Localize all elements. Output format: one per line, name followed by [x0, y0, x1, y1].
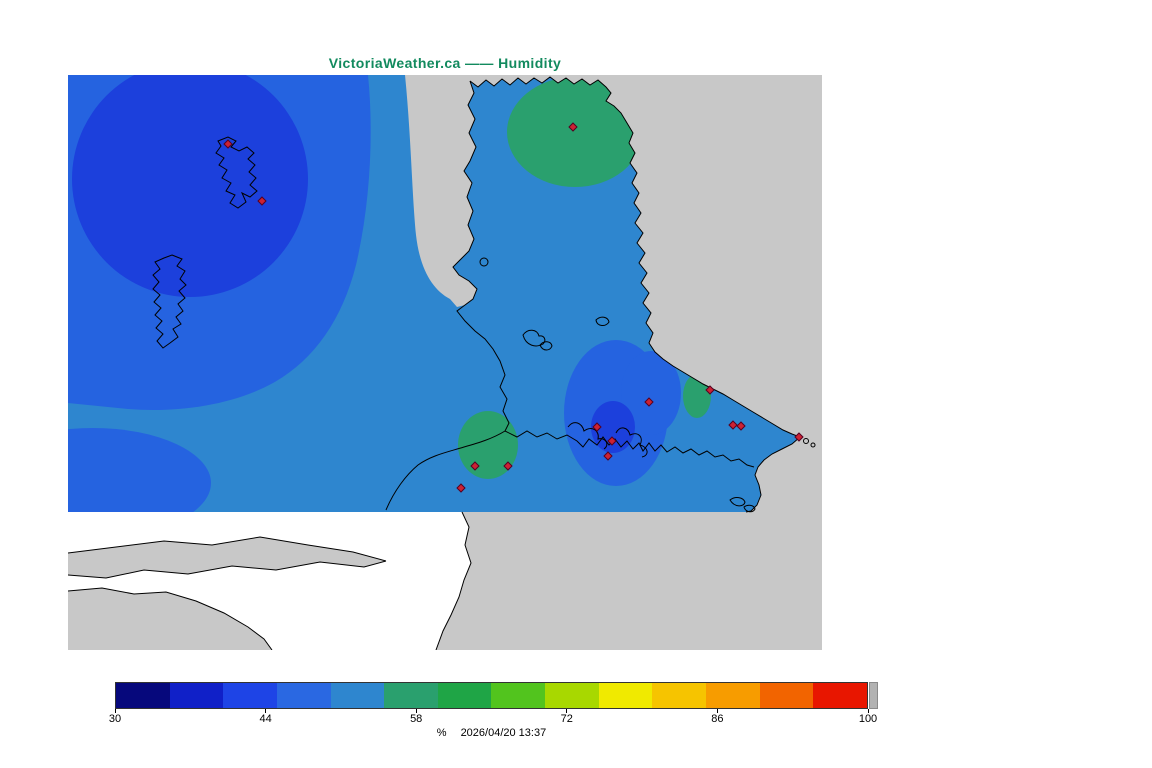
- colorbar-segment: [384, 683, 438, 708]
- island-mid-2: [539, 341, 553, 351]
- colorbar-segment: [652, 683, 707, 708]
- colorbar-tick-label: 58: [410, 713, 423, 725]
- contour-dark-blob-core: [591, 401, 635, 453]
- coastline-west: [452, 80, 755, 468]
- island-mid-1: [522, 329, 546, 347]
- island-southeast-2: [743, 504, 756, 513]
- contour-green-south: [458, 411, 518, 479]
- contour-dark-blob-2: [621, 351, 681, 435]
- island-northwest-1: [215, 136, 258, 209]
- colorbar-segment: [276, 683, 331, 708]
- coastline-east: [469, 76, 801, 513]
- island-northwest-2: [152, 254, 187, 349]
- island-east-tip-1: [803, 438, 809, 444]
- humidity-contours: [68, 75, 711, 512]
- station-marker: [456, 483, 466, 493]
- colorbar-segment: [491, 683, 546, 708]
- station-marker: [257, 196, 267, 206]
- station-marker: [592, 422, 602, 432]
- page-title: VictoriaWeather.ca —— Humidity: [328, 55, 562, 71]
- colorbar-end-cap: [869, 682, 878, 709]
- colorbar-segment: [169, 683, 224, 708]
- colorbar-tick: [566, 709, 568, 713]
- colorbar-tick-label: 86: [711, 713, 724, 725]
- coastline-harbour-1: [567, 422, 608, 450]
- colorbar-segment: [330, 683, 385, 708]
- station-marker: [644, 397, 654, 407]
- colorbar-segment: [813, 683, 867, 708]
- colorbar-tick: [265, 709, 267, 713]
- coastline-strait-south: [67, 560, 387, 579]
- station-marker: [223, 139, 233, 149]
- colorbar-tick: [716, 709, 718, 713]
- colorbar-segment: [223, 683, 277, 708]
- island-east-tip-2: [810, 442, 816, 448]
- contour-royal-southwest: [68, 428, 211, 512]
- colorbar-segment: [545, 683, 599, 708]
- colorbar-segment: [706, 683, 760, 708]
- coastline-harbour-2: [615, 427, 648, 458]
- colorbar-tickmarks: [114, 709, 869, 715]
- station-marker: [728, 420, 738, 430]
- colorbar-tick: [415, 709, 417, 713]
- colorbar-tick-labels: 30 44 58 72 86 100: [109, 713, 877, 727]
- colorbar-tick: [867, 709, 869, 713]
- island-southeast-1: [729, 497, 746, 507]
- coastline-southwest-corner: [67, 587, 273, 651]
- colorbar-tick-label: 100: [858, 713, 878, 725]
- coastline-southwest-shore: [385, 430, 506, 511]
- colorbar-tick-label: 44: [259, 713, 272, 725]
- colorbar-segment: [116, 683, 170, 708]
- station-marker: [705, 385, 715, 395]
- colorbar-segment: [437, 683, 492, 708]
- humidity-map: [67, 75, 822, 651]
- station-marker: [503, 461, 513, 471]
- colorbar-segment: [759, 683, 814, 708]
- island-mid-3: [595, 316, 610, 326]
- station-marker: [736, 421, 746, 431]
- station-marker: [607, 436, 617, 446]
- colorbar: [115, 682, 868, 709]
- station-markers: [223, 122, 804, 493]
- station-marker: [470, 461, 480, 471]
- coastline-strait-north: [67, 536, 387, 562]
- colorbar-caption: % 2026/04/20 13:37: [115, 727, 868, 739]
- island-bay-islet: [479, 257, 489, 267]
- colorbar-segment: [598, 683, 653, 708]
- contour-teal-north: [507, 77, 643, 187]
- contour-dark-northwest: [72, 75, 308, 297]
- water-gray-southwest: [68, 588, 272, 650]
- station-marker: [794, 432, 804, 442]
- colorbar-tick-label: 30: [108, 713, 122, 725]
- station-marker: [568, 122, 578, 132]
- coastline-white-east-edge: [435, 511, 472, 651]
- colorbar-unit: %: [436, 727, 447, 739]
- strait-gray-west: [68, 537, 386, 578]
- colorbar-tick: [114, 709, 116, 713]
- station-marker: [603, 451, 613, 461]
- map-canvas: [67, 75, 822, 651]
- coastlines: [67, 76, 816, 651]
- colorbar-tick-label: 72: [560, 713, 573, 725]
- colorbar-timestamp: 2026/04/20 13:37: [460, 727, 547, 739]
